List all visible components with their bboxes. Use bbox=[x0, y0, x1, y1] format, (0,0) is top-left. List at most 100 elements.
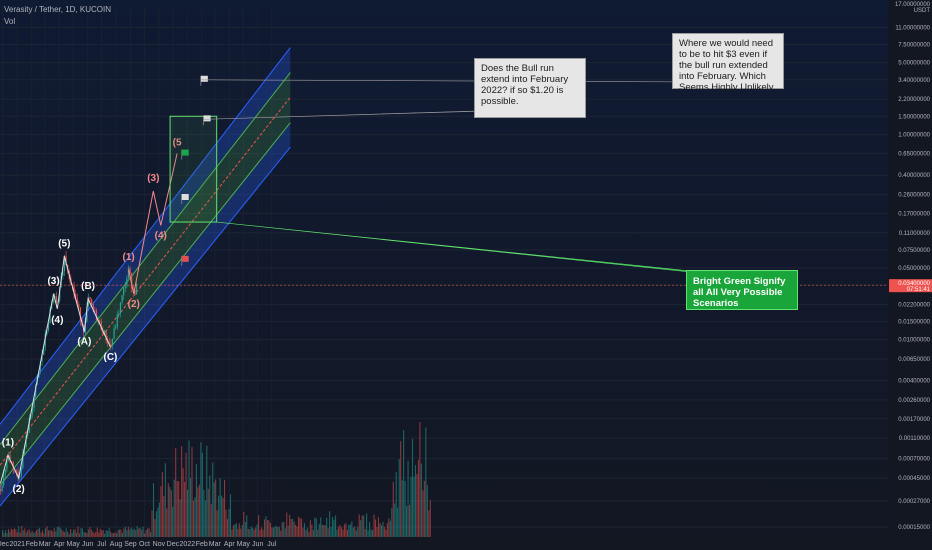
volume-bar bbox=[129, 529, 131, 537]
volume-bar bbox=[403, 430, 405, 537]
volume-bar bbox=[71, 533, 73, 537]
bright-green-note[interactable]: Bright Green Signify all All Very Possib… bbox=[686, 270, 798, 310]
volume-bar bbox=[117, 530, 119, 537]
volume-bar bbox=[372, 530, 374, 537]
volume-bar bbox=[130, 527, 132, 537]
volume-bar bbox=[105, 530, 107, 537]
volume-bar bbox=[263, 519, 266, 537]
volume-bar bbox=[98, 532, 100, 537]
wave-label-b: (B) bbox=[81, 281, 95, 292]
volume-bar bbox=[385, 529, 387, 537]
volume-bar bbox=[198, 484, 200, 537]
flag-marker bbox=[200, 75, 208, 82]
time-tick-label: Oct bbox=[139, 541, 150, 548]
volume-bar bbox=[56, 526, 58, 537]
price-tick-label: 0.01000000 bbox=[898, 338, 930, 344]
price-tick-label: 0.00170000 bbox=[898, 417, 930, 423]
volume-bar bbox=[209, 475, 211, 537]
volume-bar bbox=[77, 526, 79, 537]
candle-body bbox=[39, 361, 42, 371]
volume-bars bbox=[2, 422, 431, 537]
volume-bar bbox=[329, 511, 331, 537]
volume-bar bbox=[363, 515, 365, 537]
volume-bar bbox=[170, 490, 172, 537]
candle-body bbox=[78, 304, 80, 308]
volume-bar bbox=[55, 531, 57, 537]
volume-bar bbox=[241, 524, 243, 537]
volume-bar bbox=[404, 481, 406, 537]
volume-bar bbox=[68, 533, 70, 537]
volume-bar bbox=[323, 524, 325, 537]
volume-bar bbox=[373, 514, 375, 537]
volume-bar bbox=[259, 529, 261, 537]
bull-question-note[interactable]: Does the Bull run extend into February 2… bbox=[474, 58, 586, 118]
flag-marker bbox=[203, 115, 211, 122]
volume-bar bbox=[286, 512, 288, 537]
volume-bar bbox=[237, 529, 239, 537]
volume-bar bbox=[127, 526, 129, 537]
volume-bar bbox=[210, 504, 212, 537]
volume-bar bbox=[311, 524, 313, 537]
volume-bar bbox=[277, 527, 279, 537]
volume-bar bbox=[169, 486, 171, 537]
volume-bar bbox=[158, 502, 160, 537]
three-dollar-note[interactable]: Where we would need to be to hit $3 even… bbox=[672, 33, 784, 93]
time-tick-label: Aug bbox=[110, 541, 123, 548]
volume-bar bbox=[96, 527, 98, 537]
volume-bar bbox=[240, 528, 242, 537]
candle-body bbox=[17, 471, 19, 478]
volume-bar bbox=[281, 522, 283, 537]
volume-bar bbox=[175, 448, 177, 537]
volume-bar bbox=[188, 440, 190, 537]
volume-bar bbox=[225, 509, 227, 537]
volume-bar bbox=[426, 485, 428, 537]
time-tick-label: 2022 bbox=[180, 541, 196, 548]
volume-bar bbox=[52, 531, 54, 537]
time-axis-bg bbox=[0, 537, 888, 550]
candle-body bbox=[129, 267, 131, 274]
price-tick-label: 0.00070000 bbox=[898, 456, 930, 462]
volume-bar bbox=[93, 533, 95, 537]
symbol-title[interactable]: Verasity / Tether, 1D, KUCOIN bbox=[4, 5, 112, 14]
volume-bar bbox=[145, 530, 147, 537]
candle-body bbox=[126, 278, 128, 287]
price-tick-label: 0.17000000 bbox=[898, 211, 930, 217]
bull-question-text: Does the Bull run extend into February 2… bbox=[481, 63, 569, 107]
volume-bar bbox=[24, 528, 26, 537]
volume-bar bbox=[383, 526, 385, 537]
candle-body bbox=[110, 343, 112, 346]
volume-bar bbox=[132, 529, 134, 537]
candle-body bbox=[46, 330, 48, 335]
volume-bar bbox=[89, 527, 91, 537]
volume-bar bbox=[144, 533, 146, 537]
price-tick-label: 0.00045000 bbox=[898, 476, 930, 482]
volume-bar bbox=[148, 528, 150, 537]
volume-bar bbox=[299, 518, 301, 537]
volume-bar bbox=[18, 526, 20, 537]
volume-bar bbox=[351, 521, 353, 537]
volume-bar bbox=[192, 500, 195, 537]
volume-bar bbox=[222, 497, 224, 537]
volume-bar bbox=[246, 515, 248, 537]
volume-bar bbox=[166, 508, 168, 537]
volume-bar bbox=[302, 527, 304, 537]
time-axis: Dec2021FebMarAprMayJunJulAugSepOctNovDec… bbox=[0, 537, 888, 550]
volume-bar bbox=[300, 518, 303, 537]
volume-bar bbox=[39, 527, 41, 537]
volume-bar bbox=[65, 528, 67, 537]
volume-bar bbox=[111, 533, 113, 537]
volume-bar bbox=[308, 531, 310, 537]
time-tick-label: Jul bbox=[97, 541, 106, 548]
volume-bar bbox=[189, 478, 192, 537]
price-tick-label: 0.00110000 bbox=[899, 436, 931, 442]
volume-bar bbox=[337, 526, 340, 537]
volume-bar bbox=[292, 519, 294, 537]
flag-marker bbox=[181, 149, 189, 156]
candle-body bbox=[15, 470, 18, 472]
price-tick-label: 0.07500000 bbox=[898, 248, 930, 254]
volume-bar bbox=[366, 513, 368, 537]
volume-bar bbox=[295, 524, 297, 537]
volume-bar bbox=[64, 532, 66, 537]
